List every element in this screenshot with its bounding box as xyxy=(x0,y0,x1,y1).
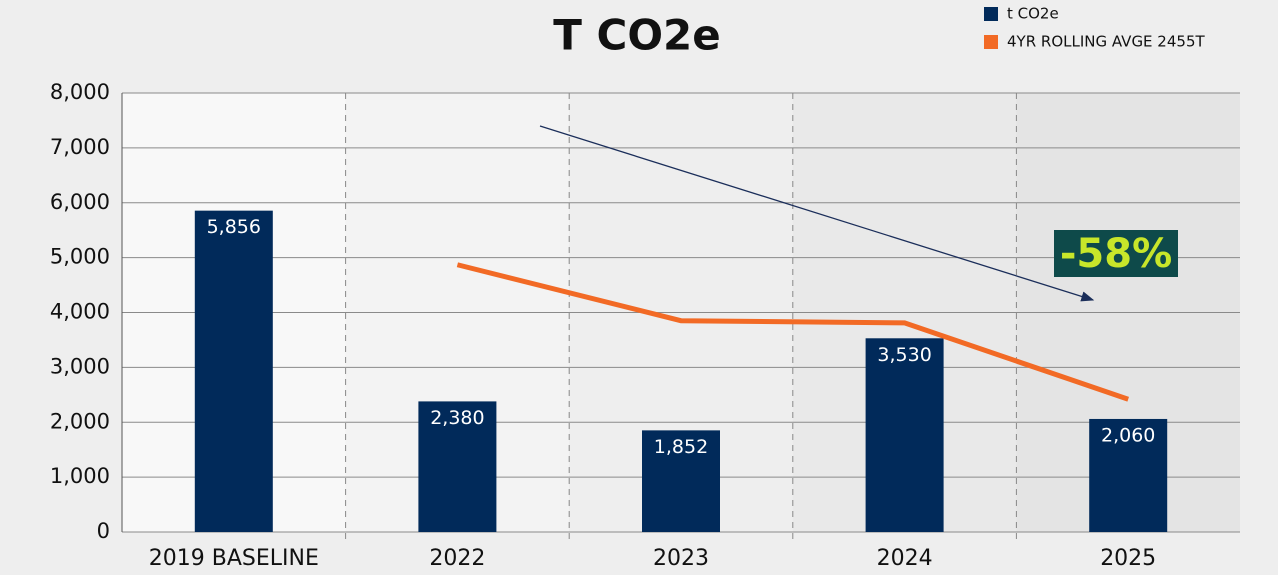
data-label: 5,856 xyxy=(207,216,261,238)
trend-arrow xyxy=(539,125,1095,302)
annotation: -58% xyxy=(1060,231,1172,277)
legend-swatch xyxy=(984,7,998,21)
legend-label: 4YR ROLLING AVGE 2455T xyxy=(1007,33,1205,51)
line xyxy=(456,262,1130,402)
y-tick-label: 8,000 xyxy=(50,80,110,104)
legend-label: t CO2e xyxy=(1007,5,1059,23)
bar xyxy=(865,338,944,532)
x-tick-label: 2024 xyxy=(877,546,933,571)
y-tick-label: 1,000 xyxy=(50,464,110,488)
data-label: 2,060 xyxy=(1101,424,1155,446)
bar xyxy=(642,430,720,532)
data-label: 3,530 xyxy=(877,344,931,366)
y-tick-label: 4,000 xyxy=(50,300,110,324)
y-tick-label: 6,000 xyxy=(50,190,110,214)
x-tick-label: 2025 xyxy=(1100,546,1156,571)
x-tick-label: 2019 BASELINE xyxy=(149,546,319,571)
y-tick-label: 3,000 xyxy=(50,354,110,378)
bar xyxy=(194,210,273,533)
data-label: 1,852 xyxy=(654,436,708,458)
annotation-box xyxy=(1054,230,1178,277)
chart-title: T CO2e xyxy=(553,11,721,60)
x-tick-label: 2022 xyxy=(429,546,485,571)
data-label: 2,380 xyxy=(430,407,484,429)
x-tick-label: 2023 xyxy=(653,546,709,571)
legend-swatch xyxy=(984,35,998,49)
bar xyxy=(1089,418,1168,532)
y-tick-label: 2,000 xyxy=(50,409,110,433)
y-tick-label: 0 xyxy=(97,519,110,543)
y-tick-label: 7,000 xyxy=(50,135,110,159)
y-tick-label: 5,000 xyxy=(50,245,110,269)
bar xyxy=(418,401,497,532)
